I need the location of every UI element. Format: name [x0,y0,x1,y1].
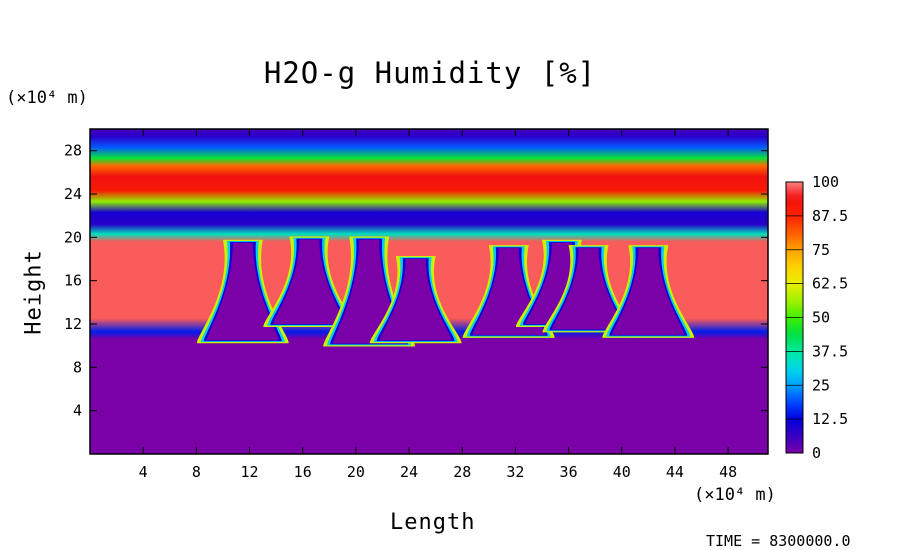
x-tick-label: 24 [400,463,418,481]
dry-intrusion-3 [379,259,452,341]
y-tick-label: 4 [73,402,82,420]
colorbar-label: 87.5 [812,207,848,225]
colorbar-label: 12.5 [812,410,848,428]
x-axis-unit: (×10⁴ m) [694,485,776,505]
x-tick-label: 44 [666,463,684,481]
x-tick-label: 48 [719,463,737,481]
x-tick-label: 20 [347,463,365,481]
dry-intrusion-3 [273,239,346,324]
x-tick-label: 12 [240,463,258,481]
y-tick-label: 20 [64,228,82,246]
y-ticks: 4 8 12 16 20 24 28 [64,142,768,420]
y-tick-label: 8 [73,358,82,376]
x-tick-label: 32 [506,463,524,481]
x-tick-label: 4 [139,463,148,481]
x-tick-label: 36 [560,463,578,481]
x-tick-label: 40 [613,463,631,481]
y-tick-label: 16 [64,272,82,290]
chart-title: H2O-g Humidity [%] [263,56,597,90]
x-tick-label: 28 [453,463,471,481]
dry-intrusion-3 [612,248,685,335]
plot-frame [89,128,769,455]
colorbar-label: 75 [812,241,830,259]
x-tick-label: 16 [294,463,312,481]
dry-intrusion-3 [552,248,625,330]
colorbar: 0 12.5 25 37.5 50 62.5 75 87.5 100 [785,173,848,462]
dry-intrusion-3 [206,242,279,341]
colorbar-label: 0 [812,444,821,462]
colorbar-label: 37.5 [812,342,848,360]
y-axis-unit: (×10⁴ m) [6,88,88,108]
colorbar-label: 25 [812,376,830,394]
x-axis-label: Length [390,510,476,535]
y-tick-label: 28 [64,142,82,160]
y-tick-label: 12 [64,315,82,333]
colorbar-label: 50 [812,309,830,327]
x-tick-label: 8 [192,463,201,481]
colorbar-label: 62.5 [812,275,848,293]
y-tick-label: 24 [64,185,82,203]
colorbar-label: 100 [812,173,839,191]
humidity-field [90,129,768,454]
x-ticks: 4 8 12 16 20 24 28 32 36 40 44 48 [139,129,737,481]
